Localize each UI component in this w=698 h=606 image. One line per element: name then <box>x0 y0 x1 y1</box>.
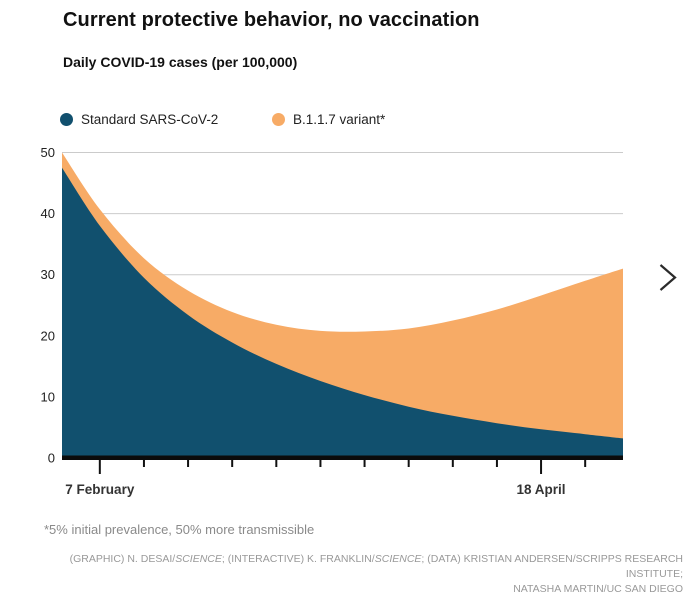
legend-dot-variant-icon <box>272 112 285 126</box>
legend-label-variant: B.1.1.7 variant* <box>293 111 386 127</box>
y-axis-label: 50 <box>41 145 55 160</box>
legend: Standard SARS-CoV-2 B.1.1.7 variant* <box>0 110 698 128</box>
footnote: *5% initial prevalence, 50% more transmi… <box>44 522 315 537</box>
chart-subtitle: Daily COVID-19 cases (per 100,000) <box>63 54 298 70</box>
chart-title: Current protective behavior, no vaccinat… <box>63 9 480 31</box>
y-axis-label: 20 <box>41 328 55 343</box>
area-standard <box>62 167 623 459</box>
credits-line-2: NATASHA MARTIN/UC SAN DIEGO <box>513 583 683 595</box>
y-axis-label: 10 <box>41 389 55 404</box>
legend-item-variant: B.1.1.7 variant* <box>272 110 385 128</box>
credits-line-1: (GRAPHIC) N. DESAI/SCIENCE; (INTERACTIVE… <box>69 553 683 580</box>
x-axis-line <box>62 455 623 460</box>
y-axis-label: 30 <box>41 267 55 282</box>
legend-dot-standard-icon <box>60 112 73 126</box>
y-axis-label: 40 <box>41 206 55 221</box>
next-chevron-icon[interactable] <box>658 263 678 293</box>
credits: (GRAPHIC) N. DESAI/SCIENCE; (INTERACTIVE… <box>13 552 683 597</box>
legend-item-standard: Standard SARS-CoV-2 <box>60 110 218 128</box>
x-axis-label: 7 February <box>65 482 135 497</box>
legend-label-standard: Standard SARS-CoV-2 <box>81 111 219 127</box>
y-axis-label: 0 <box>48 451 55 466</box>
x-axis-label: 18 April <box>517 482 566 497</box>
